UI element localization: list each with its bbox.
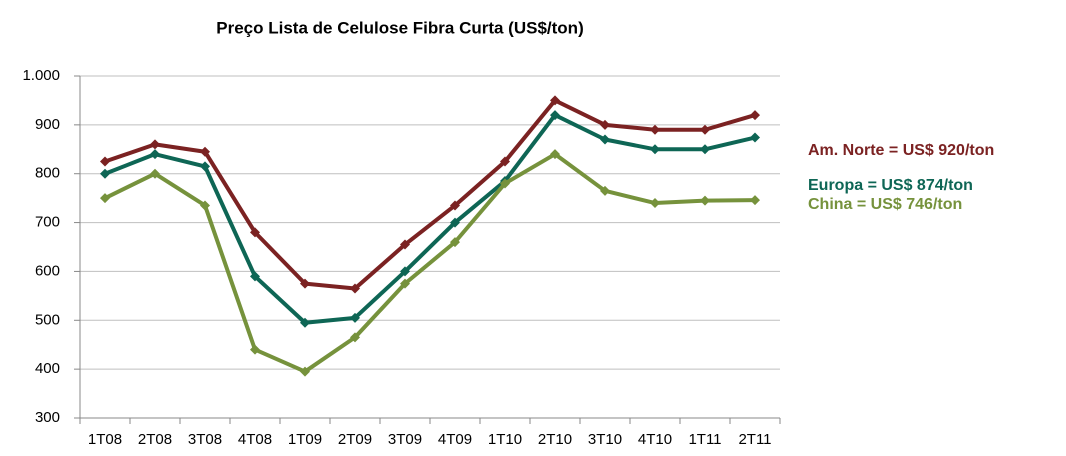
point-marker (650, 144, 660, 155)
annotation: Am. Norte = US$ 920/ton (808, 142, 994, 159)
series-line (104, 113, 756, 325)
point-marker (600, 119, 610, 130)
x-tick-label: 1T09 (288, 431, 322, 448)
point-marker (350, 312, 360, 323)
chart-title: Preço Lista de Celulose Fibra Curta (US$… (216, 18, 583, 37)
x-tick-label: 2T09 (338, 431, 372, 448)
point-marker (250, 344, 260, 355)
point-marker (100, 168, 110, 179)
y-tick-label: 300 (35, 409, 60, 426)
point-marker (150, 168, 160, 179)
point-marker (200, 161, 210, 172)
point-marker (450, 200, 460, 211)
point-marker (750, 132, 760, 143)
x-tick-label: 3T10 (588, 431, 622, 448)
annotation: Europa = US$ 874/ton (808, 177, 973, 194)
x-tick-label: 3T08 (188, 431, 222, 448)
x-tick-label: 4T10 (638, 431, 672, 448)
point-marker (650, 124, 660, 135)
point-marker (250, 271, 260, 282)
point-marker (300, 278, 310, 289)
x-tick-label: 2T10 (538, 431, 572, 448)
y-tick-label: 1.000 (22, 67, 60, 84)
y-tick-label: 600 (35, 262, 60, 279)
point-marker (200, 200, 210, 211)
point-marker (400, 278, 410, 289)
y-tick-label: 400 (35, 360, 60, 377)
point-marker (100, 156, 110, 167)
x-tick-label: 1T11 (688, 431, 721, 448)
x-tick-label: 3T09 (388, 431, 422, 448)
x-tick-label: 1T08 (88, 431, 122, 448)
point-marker (700, 124, 710, 135)
point-marker (300, 317, 310, 328)
point-marker (550, 110, 560, 121)
point-marker (550, 149, 560, 160)
point-marker (500, 178, 510, 189)
point-marker (550, 95, 560, 106)
point-marker (650, 198, 660, 209)
point-marker (150, 139, 160, 150)
series-line (104, 98, 756, 291)
point-marker (450, 237, 460, 248)
point-marker (200, 146, 210, 157)
y-tick-label: 500 (35, 311, 60, 328)
point-marker (750, 110, 760, 121)
point-marker (150, 149, 160, 160)
point-marker (350, 283, 360, 294)
point-marker (750, 195, 760, 206)
point-marker (400, 239, 410, 250)
point-marker (350, 332, 360, 343)
point-marker (600, 134, 610, 145)
point-marker (700, 144, 710, 155)
point-marker (450, 217, 460, 228)
point-marker (700, 195, 710, 206)
point-marker (300, 366, 310, 377)
x-tick-label: 2T08 (138, 431, 172, 448)
x-tick-label: 2T11 (738, 431, 771, 448)
x-tick-label: 4T08 (238, 431, 272, 448)
x-tick-label: 1T10 (488, 431, 522, 448)
y-tick-label: 800 (35, 165, 60, 182)
point-marker (500, 156, 510, 167)
x-tick-label: 4T09 (438, 431, 472, 448)
annotation: China = US$ 746/ton (808, 196, 962, 213)
point-marker (600, 185, 610, 196)
y-tick-label: 700 (35, 214, 60, 231)
series-line (104, 152, 756, 374)
point-marker (250, 227, 260, 238)
y-tick-label: 900 (35, 116, 60, 133)
point-marker (400, 266, 410, 277)
point-marker (100, 193, 110, 204)
